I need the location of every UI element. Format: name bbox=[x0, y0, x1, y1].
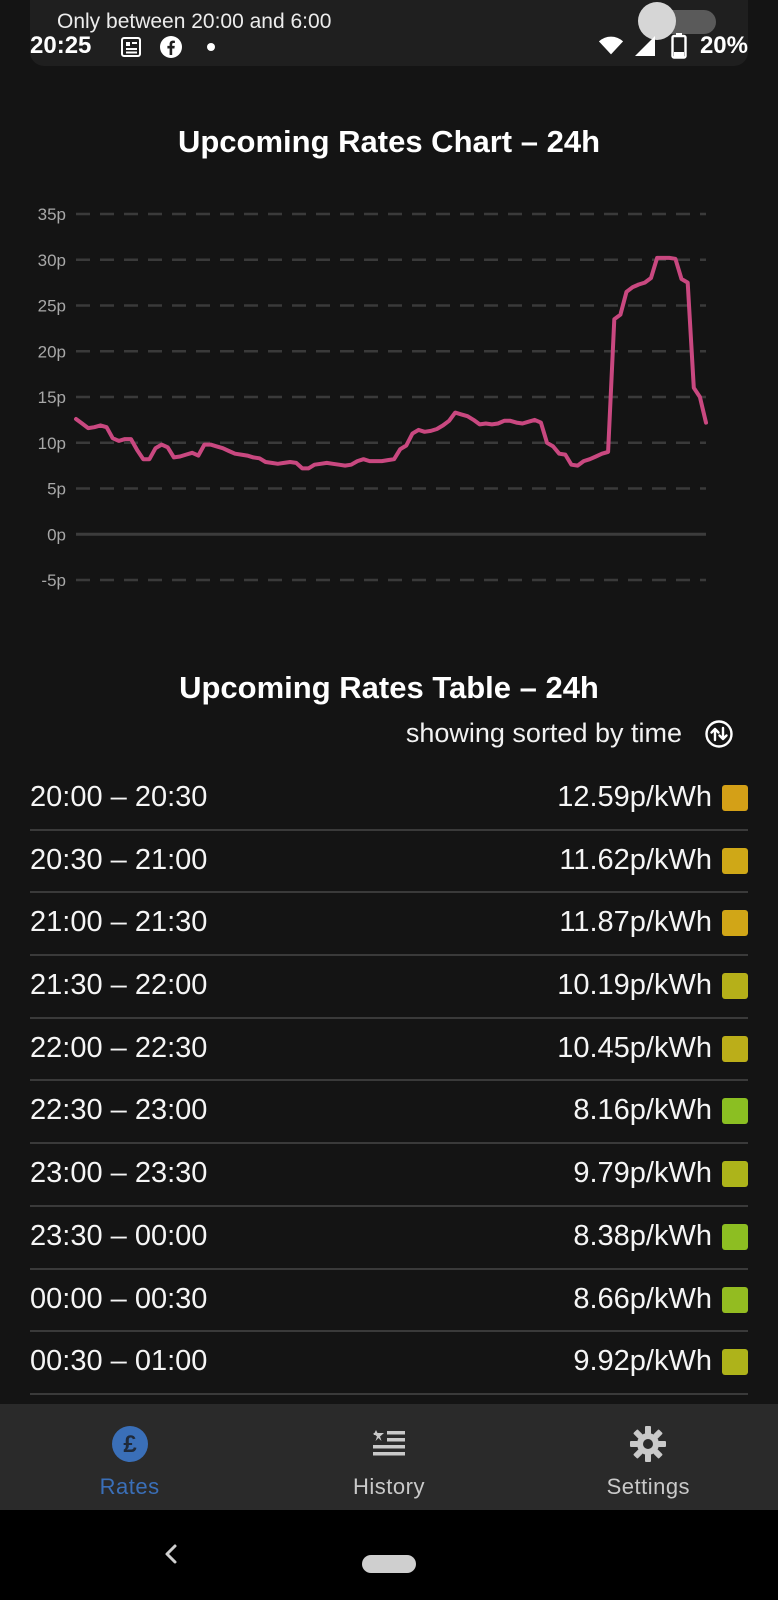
rate-value: 11.87p/kWh bbox=[559, 906, 712, 939]
y-tick-label: 10p bbox=[38, 434, 66, 453]
time-filter-toggle[interactable] bbox=[638, 2, 676, 40]
rate-time: 22:00 – 22:30 bbox=[30, 1031, 208, 1064]
rate-row: 22:00 – 22:30 10.45p/kWh bbox=[30, 1019, 748, 1082]
rate-value: 10.45p/kWh bbox=[557, 1031, 712, 1064]
rate-value: 10.19p/kWh bbox=[557, 969, 712, 1002]
rate-color-swatch bbox=[722, 1098, 748, 1125]
dot-icon bbox=[198, 34, 224, 60]
rate-value: 8.38p/kWh bbox=[573, 1219, 712, 1252]
rate-series-line bbox=[74, 255, 708, 471]
y-tick-label: 20p bbox=[38, 342, 66, 361]
rate-time: 20:30 – 21:00 bbox=[30, 843, 208, 876]
rate-time: 21:00 – 21:30 bbox=[30, 906, 208, 939]
rate-color-swatch bbox=[722, 1035, 748, 1062]
rate-time: 20:00 – 20:30 bbox=[30, 781, 208, 813]
rate-value: 9.79p/kWh bbox=[573, 1157, 712, 1190]
bottom-navigation: £ Rates History bbox=[0, 1404, 778, 1510]
rate-row: 21:00 – 21:30 11.87p/kWh bbox=[30, 893, 748, 957]
y-tick-label: 30p bbox=[38, 251, 66, 270]
rate-value: 9.92p/kWh bbox=[573, 1345, 712, 1378]
rate-color-swatch bbox=[722, 785, 748, 811]
rates-table: 20:00 – 20:30 12.59p/kWh 20:30 – 21:00 11.6… bbox=[30, 768, 748, 1395]
y-tick-label: 5p bbox=[47, 480, 66, 499]
rate-time: 21:30 – 22:00 bbox=[30, 969, 208, 1002]
y-tick-label: 0p bbox=[47, 525, 66, 544]
rate-color-swatch bbox=[722, 910, 748, 937]
rate-row: 22:30 – 23:00 8.16p/kWh bbox=[30, 1081, 748, 1145]
rate-time: 22:30 – 23:00 bbox=[30, 1094, 208, 1127]
rate-color-swatch bbox=[722, 1349, 748, 1376]
nav-rates[interactable]: £ Rates bbox=[0, 1404, 259, 1510]
status-notification-icons bbox=[118, 34, 224, 60]
rate-row: 23:00 – 23:30 9.79p/kWh bbox=[30, 1144, 748, 1207]
rate-color-swatch bbox=[722, 1286, 748, 1313]
rate-row: 23:30 – 00:00 8.38p/kWh bbox=[30, 1207, 748, 1270]
rate-color-swatch bbox=[722, 973, 748, 1000]
rate-row: 20:00 – 20:30 12.59p/kWh bbox=[30, 768, 748, 831]
time-filter-label: Only between 20:00 and 6:00 bbox=[57, 10, 332, 33]
table-title: Upcoming Rates Table – 24h bbox=[179, 670, 599, 705]
battery-icon bbox=[666, 33, 692, 59]
rate-color-swatch bbox=[722, 847, 748, 874]
sort-control[interactable]: showing sorted by time bbox=[406, 718, 734, 749]
chart-title: Upcoming Rates Chart – 24h bbox=[177, 124, 601, 159]
y-tick-label: 25p bbox=[38, 297, 66, 316]
rate-time: 00:00 – 00:30 bbox=[30, 1282, 208, 1315]
y-tick-label: -5p bbox=[41, 571, 66, 590]
y-tick-label: 15p bbox=[38, 388, 66, 407]
y-tick-label: 35p bbox=[38, 205, 66, 224]
rate-time: 23:00 – 23:30 bbox=[30, 1157, 208, 1190]
news-icon bbox=[118, 34, 144, 60]
status-time: 20:25 bbox=[30, 32, 92, 59]
rate-value: 8.66p/kWh bbox=[573, 1282, 712, 1315]
back-chevron-icon[interactable] bbox=[156, 1534, 186, 1574]
history-icon bbox=[369, 1424, 409, 1464]
rate-row: 00:30 – 01:00 9.92p/kWh bbox=[30, 1332, 748, 1395]
nav-rates-label: Rates bbox=[99, 1474, 160, 1499]
nav-history-label: History bbox=[353, 1474, 425, 1499]
facebook-icon bbox=[158, 34, 184, 60]
sort-label: showing sorted by time bbox=[405, 718, 682, 748]
rate-time: 23:30 – 00:00 bbox=[30, 1219, 208, 1252]
swap-vertical-icon[interactable] bbox=[704, 719, 734, 749]
rate-row: 21:30 – 22:00 10.19p/kWh bbox=[30, 956, 748, 1019]
pound-icon: £ bbox=[110, 1424, 150, 1464]
rates-line-chart: 35p 30p 25p 20p 15p 10p 5p 0p -5p bbox=[38, 205, 708, 590]
rate-value: 8.16p/kWh bbox=[573, 1094, 712, 1127]
rate-color-swatch bbox=[722, 1161, 748, 1188]
rate-value: 11.62p/kWh bbox=[559, 843, 712, 876]
nav-settings[interactable]: Settings bbox=[519, 1404, 778, 1510]
status-system-icons: 20% bbox=[598, 32, 748, 60]
signal-icon bbox=[632, 33, 658, 59]
wifi-icon bbox=[598, 33, 624, 59]
rate-time: 00:30 – 01:00 bbox=[30, 1345, 208, 1378]
nav-history[interactable]: History bbox=[259, 1404, 518, 1510]
battery-percent: 20% bbox=[699, 32, 748, 59]
nav-settings-label: Settings bbox=[606, 1474, 691, 1499]
system-navigation-bar bbox=[0, 1510, 778, 1600]
rate-color-swatch bbox=[722, 1223, 748, 1250]
svg-text:£: £ bbox=[123, 1431, 137, 1458]
rate-row: 20:30 – 21:00 11.62p/kWh bbox=[30, 831, 748, 894]
gear-icon bbox=[628, 1424, 668, 1464]
rate-value: 12.59p/kWh bbox=[557, 781, 712, 813]
home-pill-icon[interactable] bbox=[362, 1555, 416, 1573]
rate-row: 00:00 – 00:30 8.66p/kWh bbox=[30, 1270, 748, 1333]
filter-card: Only between 20:00 and 6:00 bbox=[30, 0, 748, 66]
